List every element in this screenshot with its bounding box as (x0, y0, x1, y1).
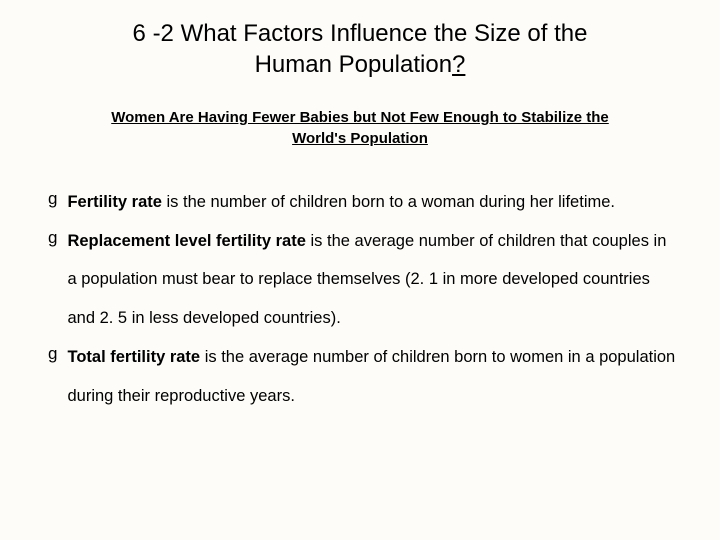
slide-container: 6 -2 What Factors Influence the Size of … (0, 0, 720, 540)
list-item: g Total fertility rate is the average nu… (48, 338, 680, 416)
bullet-text: Total fertility rate is the average numb… (67, 338, 680, 416)
title-line2: Human Population (255, 51, 452, 78)
title-line1: 6 -2 What Factors Influence the Size of … (133, 20, 588, 47)
slide-subtitle: Women Are Having Fewer Babies but Not Fe… (90, 108, 630, 149)
slide-title: 6 -2 What Factors Influence the Size of … (80, 18, 640, 80)
bullet-rest: is the number of children born to a woma… (162, 193, 615, 211)
bullet-term: Replacement level fertility rate (67, 232, 305, 250)
list-item: g Replacement level fertility rate is th… (48, 222, 680, 338)
bullet-list: g Fertility rate is the number of childr… (40, 183, 680, 416)
bullet-icon: g (48, 222, 57, 254)
bullet-term: Total fertility rate (67, 348, 200, 366)
bullet-text: Fertility rate is the number of children… (67, 183, 680, 222)
bullet-icon: g (48, 183, 57, 215)
bullet-term: Fertility rate (67, 193, 161, 211)
bullet-text: Replacement level fertility rate is the … (67, 222, 680, 338)
title-question-mark: ? (452, 51, 465, 78)
bullet-icon: g (48, 338, 57, 370)
list-item: g Fertility rate is the number of childr… (48, 183, 680, 222)
